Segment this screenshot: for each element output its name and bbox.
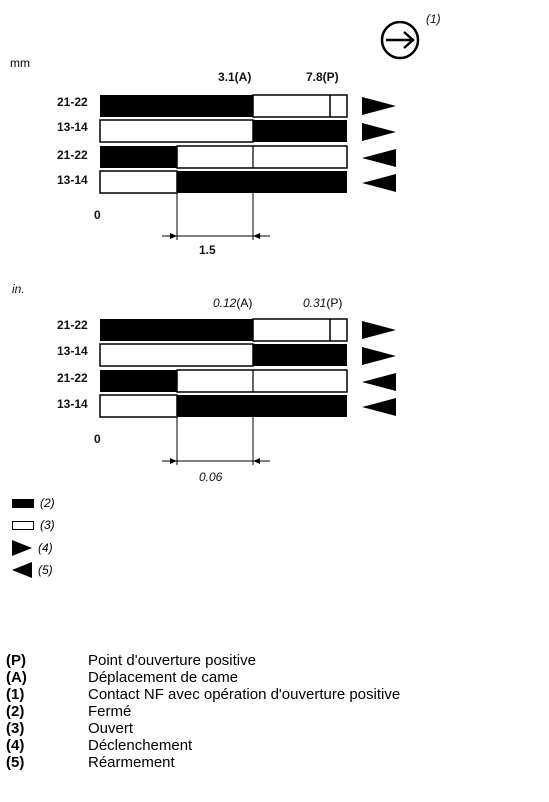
contact-bar-closed [100, 146, 177, 168]
dimension-arrowhead [253, 233, 260, 239]
contact-bar-closed [177, 395, 347, 417]
contact-bar-open [99, 343, 254, 367]
closed-swatch-icon [12, 498, 34, 508]
row-label: 13-14 [57, 173, 88, 187]
positive-opening-symbol: (1) [380, 12, 460, 62]
reset-arrow-icon [12, 562, 32, 578]
trip-arrow-icon [12, 540, 32, 556]
row-label: 21-22 [57, 318, 88, 332]
trip-arrow-icon [362, 97, 396, 115]
marker-a-in: 0.12(A) [213, 296, 253, 310]
circled-right-arrow-icon [380, 20, 420, 60]
zero-label-in: 0 [94, 432, 101, 446]
contact-bar-closed [253, 344, 347, 366]
dimension-arrowhead [170, 458, 177, 464]
row-label: 21-22 [57, 95, 88, 109]
marker-a-mm: 3.1(A) [218, 70, 252, 84]
legend-open: (3) [12, 518, 55, 532]
reset-arrow-icon [362, 149, 396, 167]
contact-bar-open [252, 318, 348, 342]
note-row: (1) Contact NF avec opération d'ouverture… [6, 686, 401, 703]
note-row: (5) Réarmement [6, 754, 175, 771]
notes-list: (P) Point d'ouverture positive (A) Déplace… [6, 652, 400, 771]
row-label: 13-14 [57, 344, 88, 358]
marker-p-mm: 7.8(P) [306, 70, 339, 84]
legend-trip: (4) [12, 540, 53, 556]
unit-label-mm: mm [10, 56, 30, 70]
zero-label-mm: 0 [94, 208, 101, 222]
contact-bar-open [99, 394, 178, 418]
note-row: (P) Point d'ouverture positive [6, 652, 256, 669]
reset-arrow-icon [362, 398, 396, 416]
legend-closed: (2) [12, 496, 55, 510]
note-row: (A) Déplacement de came [6, 669, 239, 686]
note-row: (3) Ouvert [6, 720, 134, 737]
symbol-note-label: (1) [426, 12, 441, 26]
trip-arrow-icon [362, 321, 396, 339]
contact-bar-open [176, 369, 348, 393]
contact-bar-closed [100, 95, 253, 117]
note-row: (4) Déclenchement [6, 737, 193, 754]
note-row: (2) Fermé [6, 703, 132, 720]
marker-p-in: 0.31(P) [303, 296, 343, 310]
dimension-arrowhead [253, 458, 260, 464]
switching-diagram-mm [99, 94, 396, 240]
contact-bar-closed [100, 319, 253, 341]
dimension-label-mm: 1.5 [199, 243, 216, 257]
contact-bar-closed [100, 370, 177, 392]
dimension-label-in: 0.06 [199, 470, 223, 484]
contact-bar-open [176, 145, 348, 169]
contact-bar-open [252, 94, 348, 118]
reset-arrow-icon [362, 373, 396, 391]
row-label: 21-22 [57, 371, 88, 385]
reset-arrow-icon [362, 174, 396, 192]
switching-diagram-in [99, 318, 396, 465]
open-swatch-icon [12, 520, 34, 530]
contact-bar-closed [177, 171, 347, 193]
row-label: 21-22 [57, 148, 88, 162]
row-label: 13-14 [57, 397, 88, 411]
trip-arrow-icon [362, 347, 396, 365]
dimension-arrowhead [170, 233, 177, 239]
row-label: 13-14 [57, 120, 88, 134]
legend-reset: (5) [12, 562, 53, 578]
unit-label-in: in. [12, 282, 25, 296]
trip-arrow-icon [362, 123, 396, 141]
contact-bar-closed [253, 120, 347, 142]
